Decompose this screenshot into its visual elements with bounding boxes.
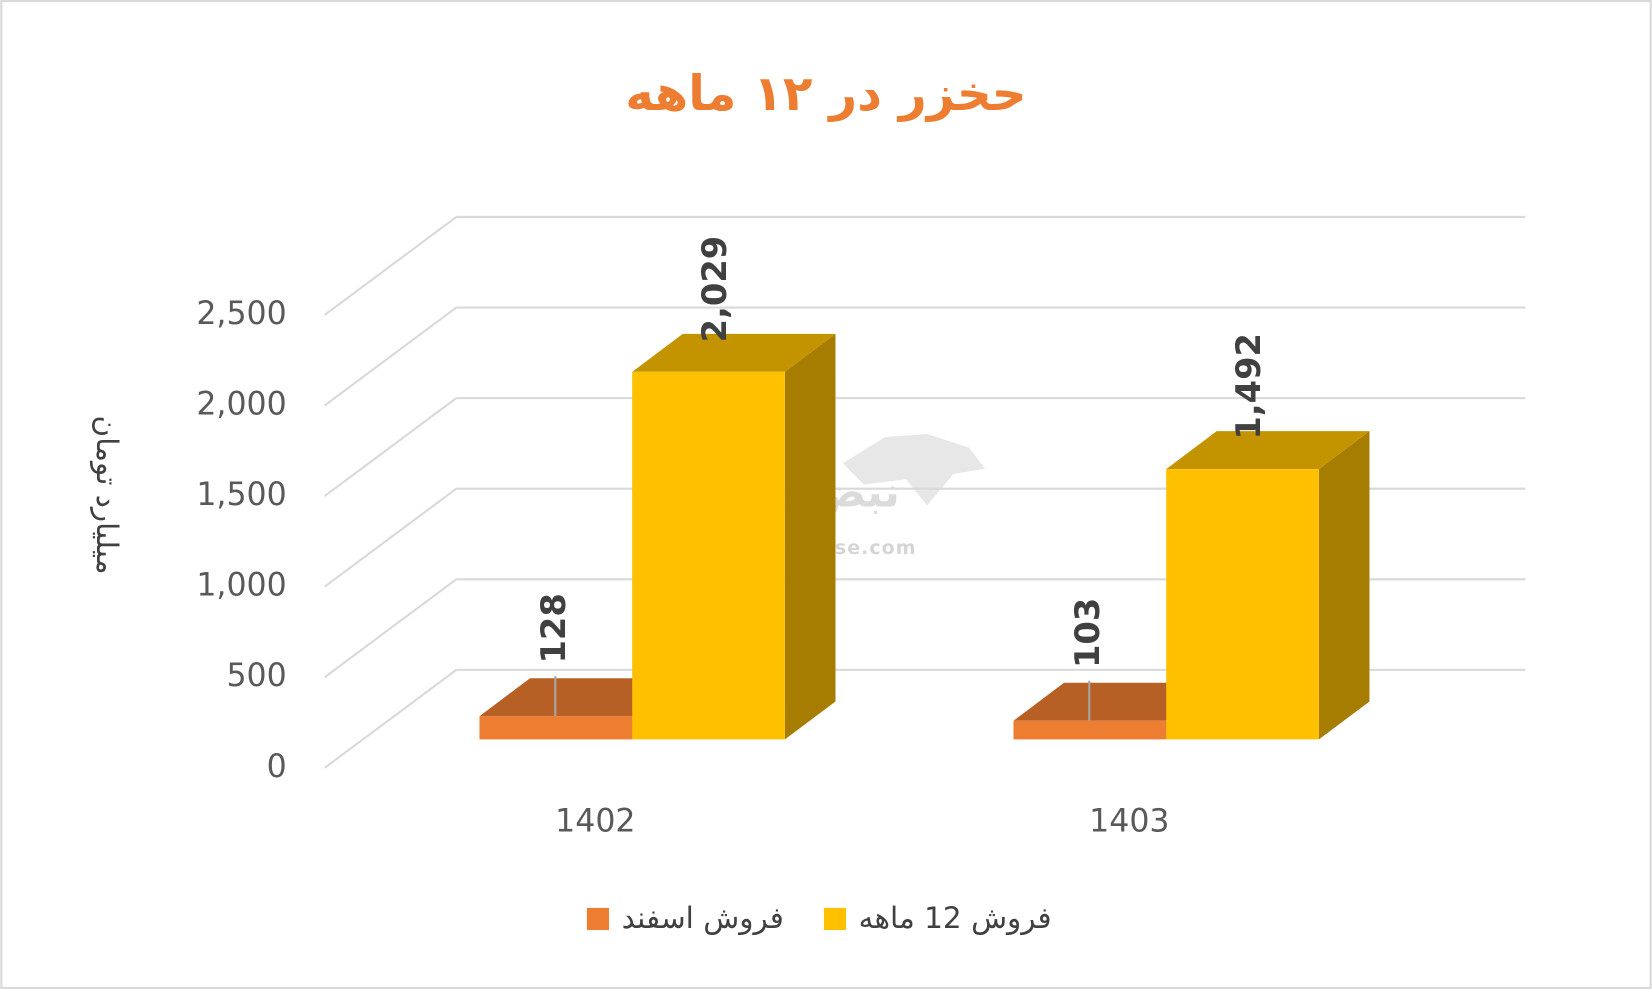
bar-top [479,678,683,717]
x-tick-label: 1402 [555,804,635,840]
value-label: 1,492 [1229,333,1268,440]
series [632,333,1370,740]
grid-line [324,216,457,316]
value-label: 2,029 [695,236,734,343]
watermark-logo [842,433,986,506]
bar-top [632,333,836,372]
bar [1166,469,1319,740]
y-tick-label: 1,000 [196,568,286,604]
bar-side [1318,431,1370,740]
y-tick-label: 1,500 [196,477,286,513]
grid-line [324,669,457,769]
bar-top [1013,682,1217,721]
legend-label: فروش اسفند [622,901,784,935]
y-tick-label: 2,500 [196,296,286,332]
legend-label: فروش 12 ماهه [859,901,1052,935]
grid-line [324,397,457,497]
y-axis-label: میلیارد تومان [90,416,124,575]
legend-swatch [823,907,847,931]
chart-title: حخزر در ۱۲ ماهه [625,66,1026,122]
bar-side [784,333,836,740]
grid-line [324,578,457,679]
bar [479,716,633,740]
bar [1013,720,1167,740]
y-tick-label: 500 [226,658,286,694]
bar [632,371,785,740]
y-tick-label: 2,000 [196,387,286,423]
value-label: 128 [534,593,573,663]
bar-top [1166,431,1370,470]
grid-line [324,487,457,588]
x-tick-label: 1403 [1089,804,1169,840]
grid-line [324,306,457,407]
y-tick-label: 0 [267,749,287,785]
legend-swatch [586,907,610,931]
value-label: 103 [1068,598,1107,668]
